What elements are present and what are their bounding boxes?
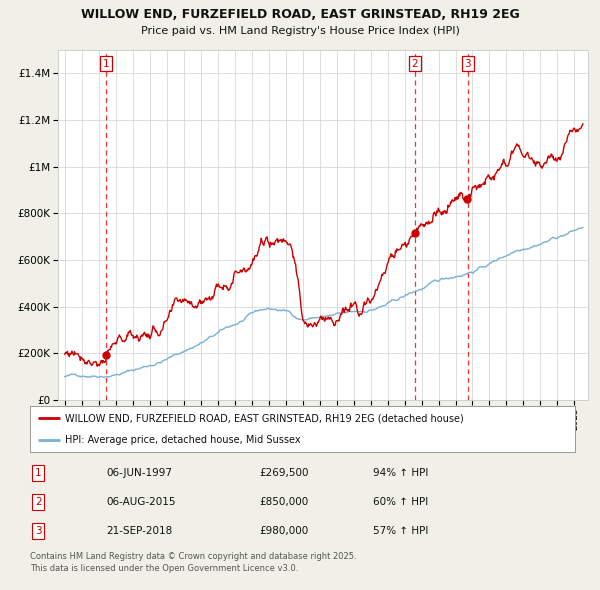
Text: 06-AUG-2015: 06-AUG-2015	[106, 497, 176, 507]
Text: 21-SEP-2018: 21-SEP-2018	[106, 526, 173, 536]
Text: 57% ↑ HPI: 57% ↑ HPI	[373, 526, 429, 536]
Text: £980,000: £980,000	[259, 526, 308, 536]
Text: 1: 1	[35, 468, 41, 478]
Text: Contains HM Land Registry data © Crown copyright and database right 2025.
This d: Contains HM Land Registry data © Crown c…	[30, 552, 356, 573]
Text: 3: 3	[35, 526, 41, 536]
Text: WILLOW END, FURZEFIELD ROAD, EAST GRINSTEAD, RH19 2EG: WILLOW END, FURZEFIELD ROAD, EAST GRINST…	[80, 8, 520, 21]
Text: 2: 2	[35, 497, 41, 507]
Text: 60% ↑ HPI: 60% ↑ HPI	[373, 497, 428, 507]
Text: Price paid vs. HM Land Registry's House Price Index (HPI): Price paid vs. HM Land Registry's House …	[140, 26, 460, 36]
Text: 94% ↑ HPI: 94% ↑ HPI	[373, 468, 429, 478]
Text: £850,000: £850,000	[259, 497, 308, 507]
Text: 06-JUN-1997: 06-JUN-1997	[106, 468, 172, 478]
Text: 2: 2	[412, 59, 418, 69]
Text: £269,500: £269,500	[259, 468, 308, 478]
Text: 3: 3	[464, 59, 471, 69]
Text: 1: 1	[103, 59, 109, 69]
Text: WILLOW END, FURZEFIELD ROAD, EAST GRINSTEAD, RH19 2EG (detached house): WILLOW END, FURZEFIELD ROAD, EAST GRINST…	[65, 414, 464, 424]
Text: HPI: Average price, detached house, Mid Sussex: HPI: Average price, detached house, Mid …	[65, 435, 301, 445]
